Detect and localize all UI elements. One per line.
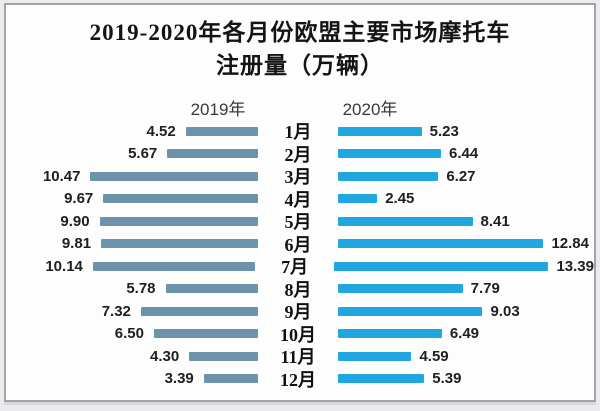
- value-label-2020: 6.27: [446, 167, 476, 185]
- chart-row: 5.78 8月 7.79: [6, 278, 594, 301]
- value-label-2019: 9.90: [60, 212, 90, 230]
- value-label-2020: 12.84: [551, 235, 589, 253]
- bar-2019: [99, 216, 258, 226]
- chart-title-line2: 注册量（万辆）: [216, 53, 384, 78]
- month-label: 12月: [280, 369, 316, 390]
- bar-2020: [338, 374, 425, 384]
- chart-row: 10.47 3月 6.27: [6, 165, 594, 188]
- month-label: 9月: [284, 302, 312, 323]
- month-label: 11月: [280, 347, 316, 368]
- value-label-2019: 5.67: [128, 145, 158, 163]
- bar-2019: [154, 329, 258, 339]
- month-label: 3月: [284, 167, 312, 188]
- value-label-2020: 2.45: [385, 190, 415, 208]
- value-label-2020: 4.59: [419, 347, 449, 365]
- chart-row: 3.39 12月 5.39: [6, 368, 594, 391]
- value-label-2020: 9.03: [490, 302, 520, 320]
- bar-2019: [165, 284, 258, 294]
- chart-card: 2019-2020年各月份欧盟主要市场摩托车 注册量（万辆） 2019年 202…: [4, 3, 596, 402]
- value-label-2019: 10.47: [42, 167, 81, 185]
- month-label: 1月: [284, 122, 312, 143]
- chart-row: 9.81 6月 12.84: [6, 233, 594, 256]
- bar-2019: [90, 171, 258, 181]
- value-label-2020: 5.39: [432, 370, 462, 388]
- bar-2019: [140, 306, 258, 316]
- bar-2020: [334, 261, 549, 271]
- bar-2019: [92, 261, 256, 271]
- value-label-2019: 9.67: [64, 190, 94, 208]
- bar-2020: [338, 126, 422, 136]
- value-label-2020: 13.39: [556, 257, 594, 275]
- bar-2019: [167, 149, 258, 159]
- month-label: 6月: [284, 234, 312, 255]
- chart-row: 9.90 5月 8.41: [6, 210, 594, 233]
- bar-2019: [103, 194, 258, 204]
- bar-2019: [185, 126, 258, 136]
- series-header-2020: 2020年: [342, 100, 398, 119]
- chart-row: 4.52 1月 5.23: [6, 120, 594, 143]
- value-label-2019: 6.50: [114, 325, 144, 343]
- chart-row: 6.50 10月 6.49: [6, 323, 594, 346]
- bar-2020: [338, 351, 412, 361]
- month-label: 10月: [280, 324, 316, 345]
- bar-2020: [338, 239, 544, 249]
- bar-2020: [338, 171, 439, 181]
- value-label-2019: 4.30: [150, 347, 180, 365]
- chart-row: 7.32 9月 9.03: [6, 300, 594, 323]
- value-label-2020: 6.44: [449, 145, 479, 163]
- value-label-2019: 10.14: [45, 257, 83, 275]
- series-header-2019: 2019年: [190, 100, 246, 119]
- chart-title-line1: 2019-2020年各月份欧盟主要市场摩托车: [89, 20, 511, 45]
- bar-2019: [101, 239, 258, 249]
- bar-2020: [338, 149, 442, 159]
- bar-2019: [189, 351, 258, 361]
- value-label-2019: 4.52: [146, 122, 176, 140]
- chart-rows: 4.52 1月 5.23 5.67 2月 6.44 10.47 3月 6.27 9.67 4月 2.4…: [6, 120, 594, 390]
- chart-title: 2019-2020年各月份欧盟主要市场摩托车 注册量（万辆）: [6, 16, 594, 82]
- value-label-2020: 5.23: [429, 122, 459, 140]
- bar-2020: [338, 216, 473, 226]
- bar-2020: [338, 306, 483, 316]
- chart-row: 5.67 2月 6.44: [6, 143, 594, 166]
- month-label: 2月: [284, 144, 312, 165]
- bar-2020: [338, 329, 442, 339]
- month-label: 7月: [281, 257, 309, 278]
- value-label-2019: 5.78: [126, 280, 156, 298]
- month-label: 4月: [284, 189, 312, 210]
- value-label-2020: 8.41: [480, 212, 510, 230]
- chart-row: 10.14 7月 13.39: [6, 255, 594, 278]
- bar-2020: [338, 284, 463, 294]
- value-label-2019: 9.81: [61, 235, 92, 253]
- chart-row: 9.67 4月 2.45: [6, 188, 594, 211]
- value-label-2020: 6.49: [449, 325, 480, 343]
- bilateral-bar-chart: 2019年 2020年 4.52 1月 5.23 5.67 2月 6.44 10.47 3月 6…: [6, 93, 594, 400]
- value-label-2019: 7.32: [101, 302, 131, 320]
- month-label: 5月: [284, 212, 312, 233]
- chart-row: 4.30 11月 4.59: [6, 345, 594, 368]
- value-label-2019: 3.39: [164, 370, 194, 388]
- value-label-2020: 7.79: [470, 280, 500, 298]
- bar-2020: [338, 194, 378, 204]
- bar-2019: [203, 374, 258, 384]
- month-label: 8月: [284, 279, 312, 300]
